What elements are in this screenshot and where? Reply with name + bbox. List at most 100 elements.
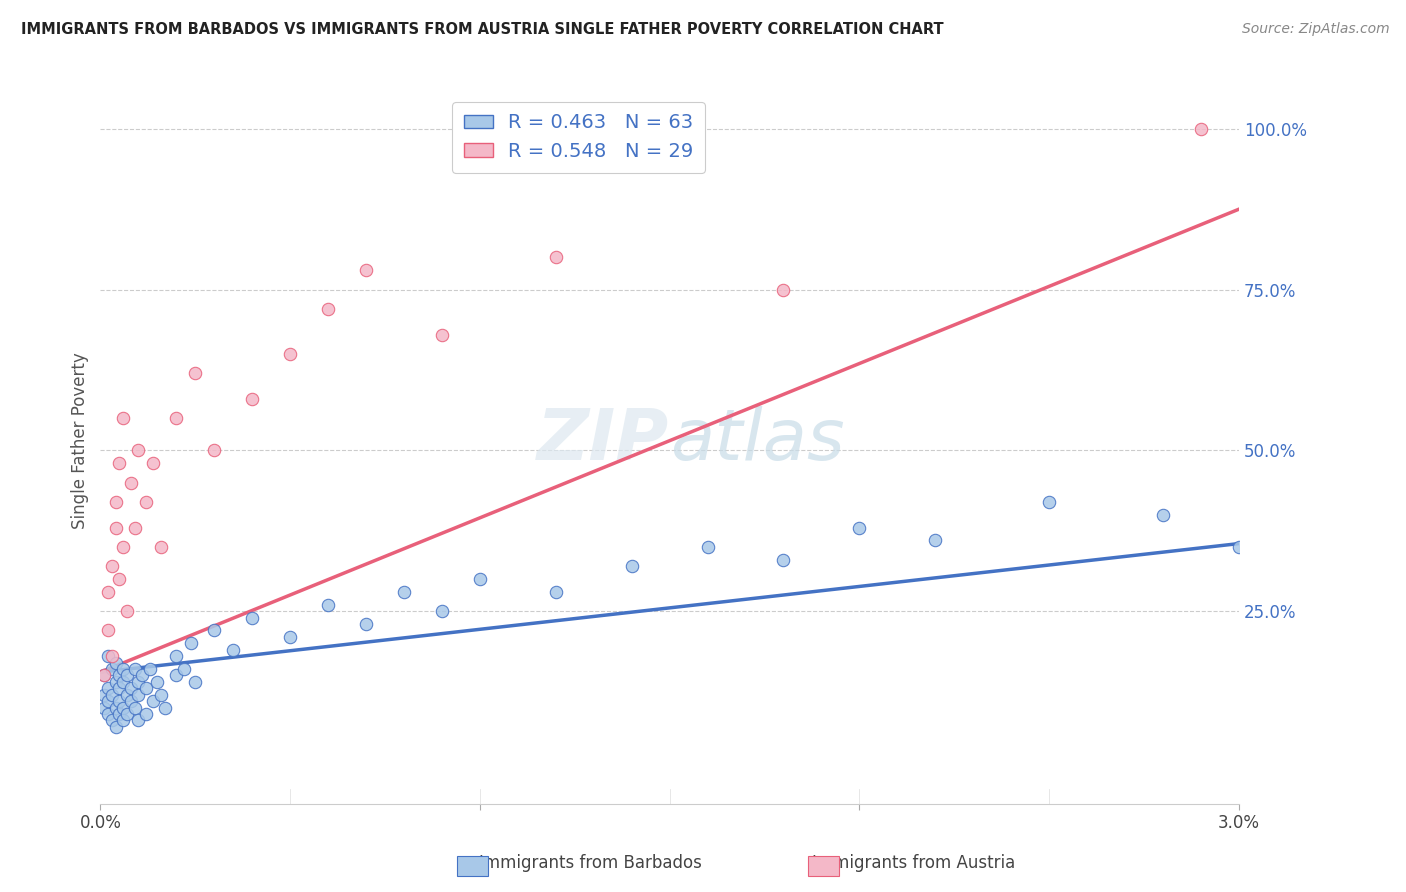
Point (127, 443, 149, 458)
Text: Source: ZipAtlas.com: Source: ZipAtlas.com (1241, 22, 1389, 37)
Point (240, 610, 263, 624)
Point (112, 714, 135, 728)
Point (120, 475, 142, 490)
Point (354, 617, 377, 632)
Point (165, 649, 187, 664)
Point (104, 720, 127, 734)
Point (142, 694, 165, 708)
Y-axis label: Single Father Poverty: Single Father Poverty (72, 352, 89, 529)
Point (354, 263, 377, 277)
Text: Immigrants from Austria: Immigrants from Austria (813, 855, 1015, 872)
Point (468, 572, 491, 586)
Point (173, 662, 195, 676)
Point (104, 656, 127, 670)
Point (115, 706, 138, 721)
Point (120, 694, 142, 708)
Point (127, 688, 149, 702)
Point (108, 572, 131, 586)
Point (108, 706, 131, 721)
Point (202, 624, 225, 638)
Point (146, 674, 169, 689)
Point (104, 674, 127, 689)
Point (104, 520, 127, 534)
Point (112, 700, 135, 714)
Point (112, 674, 135, 689)
Point (93, 688, 115, 702)
Point (97, 681, 120, 696)
Point (316, 598, 339, 612)
Text: atlas: atlas (669, 406, 844, 475)
Point (772, 283, 794, 297)
Point (127, 674, 149, 689)
Point (100, 662, 122, 676)
Point (392, 584, 415, 599)
Point (120, 681, 142, 696)
Point (108, 668, 131, 682)
Point (112, 662, 135, 676)
Point (278, 347, 301, 361)
Point (150, 540, 173, 554)
Point (135, 706, 157, 721)
Point (108, 694, 131, 708)
Point (104, 495, 127, 509)
Point (620, 559, 643, 574)
Point (115, 604, 138, 618)
Point (1227, 540, 1250, 554)
Point (112, 411, 135, 425)
Point (131, 668, 153, 682)
Text: IMMIGRANTS FROM BARBADOS VS IMMIGRANTS FROM AUSTRIA SINGLE FATHER POVERTY CORREL: IMMIGRANTS FROM BARBADOS VS IMMIGRANTS F… (21, 22, 943, 37)
Point (93, 668, 115, 682)
Point (1038, 495, 1060, 509)
Point (97, 649, 120, 664)
Text: Immigrants from Barbados: Immigrants from Barbados (479, 855, 702, 872)
Point (430, 604, 453, 618)
Point (108, 456, 131, 470)
Point (165, 668, 187, 682)
Point (97, 584, 120, 599)
Point (138, 662, 160, 676)
Point (124, 700, 146, 714)
Point (142, 456, 165, 470)
Point (153, 700, 176, 714)
Point (1152, 508, 1174, 522)
Point (184, 674, 207, 689)
Point (772, 552, 794, 566)
Point (135, 495, 157, 509)
Point (124, 520, 146, 534)
Point (240, 392, 263, 406)
Point (127, 714, 149, 728)
Point (150, 688, 173, 702)
Point (100, 649, 122, 664)
Point (93, 700, 115, 714)
Point (97, 694, 120, 708)
Point (100, 714, 122, 728)
Point (180, 636, 202, 650)
Point (430, 327, 453, 342)
Legend: R = 0.463   N = 63, R = 0.548   N = 29: R = 0.463 N = 63, R = 0.548 N = 29 (451, 102, 706, 173)
Point (104, 700, 127, 714)
Point (544, 584, 567, 599)
Point (112, 540, 135, 554)
Point (135, 681, 157, 696)
Point (97, 624, 120, 638)
Point (1189, 121, 1212, 136)
Point (278, 630, 301, 644)
Point (124, 662, 146, 676)
Point (316, 301, 339, 316)
Point (696, 540, 718, 554)
Point (848, 520, 870, 534)
Point (115, 688, 138, 702)
Point (115, 668, 138, 682)
Point (544, 251, 567, 265)
Point (184, 366, 207, 380)
Point (222, 642, 245, 657)
Point (108, 681, 131, 696)
Point (100, 559, 122, 574)
Point (165, 411, 187, 425)
Point (924, 533, 946, 548)
Point (97, 706, 120, 721)
Point (202, 443, 225, 458)
Point (93, 668, 115, 682)
Text: ZIP: ZIP (537, 406, 669, 475)
Point (100, 688, 122, 702)
